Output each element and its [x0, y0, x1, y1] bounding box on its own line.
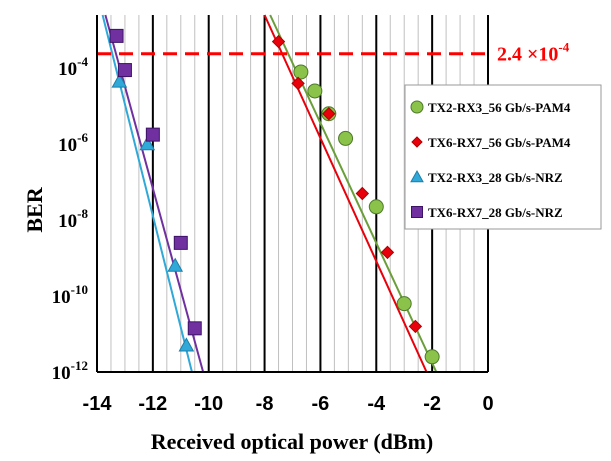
data-point-series-1: [396, 296, 412, 312]
data-point-series-2: [408, 319, 423, 334]
data-point-series-1: [338, 130, 354, 146]
data-point-series-1: [307, 83, 323, 99]
data-point-series-2: [322, 107, 336, 121]
data-point-series-1: [293, 64, 309, 80]
legend-marker-series-2: [411, 136, 423, 148]
legend-label-series-4: TX6-RX7_28 Gb/s-NRZ: [428, 205, 563, 220]
x-tick-label: 0: [482, 393, 493, 415]
threshold-label-exponent: -4: [558, 40, 569, 55]
y-tick-label: 10-12: [52, 358, 88, 384]
x-tick-label: -10: [194, 393, 223, 415]
threshold-label: 2.4 ×10-4: [497, 40, 570, 66]
data-point-series-3: [111, 73, 128, 88]
data-point-series-3: [167, 257, 184, 272]
x-tick-labels: -14 -12 -10 -8 -6 -4 -2 0: [83, 393, 494, 415]
x-tick-label: -4: [367, 393, 386, 415]
y-tick-label: 10-8: [58, 206, 88, 232]
legend-box: [404, 84, 602, 230]
x-tick-label: -8: [256, 393, 274, 415]
data-point-series-3: [178, 337, 195, 352]
data-point-series-2: [380, 245, 395, 260]
legend-marker-series-3: [410, 169, 424, 183]
data-point-series-4: [145, 127, 160, 142]
data-point-series-4: [117, 63, 132, 78]
threshold-label-mantissa: 2.4 ×10: [497, 44, 558, 66]
legend-label-series-2: TX6-RX7_56 Gb/s-PAM4: [428, 135, 571, 150]
x-tick-label: -6: [312, 393, 330, 415]
y-tick-labels: 10-12 10-10 10-8 10-6 10-4: [52, 54, 89, 384]
data-points: [109, 28, 440, 365]
data-point-series-1: [424, 349, 440, 365]
data-point-series-2: [271, 34, 286, 49]
legend-label-series-1: TX2-RX3_56 Gb/s-PAM4: [428, 100, 571, 115]
legend-marker-series-4: [411, 206, 423, 218]
data-point-series-1: [368, 199, 384, 215]
y-tick-label: 10-4: [58, 54, 88, 80]
legend-marker-series-1: [410, 100, 424, 114]
x-tick-label: -14: [83, 393, 113, 415]
y-tick-label: 10-10: [52, 282, 88, 308]
legend-label-series-3: TX2-RX3_28 Gb/s-NRZ: [428, 170, 563, 185]
data-point-series-2: [291, 76, 305, 91]
fit-line-series-2: [263, 14, 428, 373]
y-axis-label: BER: [22, 186, 47, 232]
x-tick-label: -12: [138, 393, 167, 415]
fit-line-series-3: [101, 14, 193, 373]
data-point-series-4: [173, 235, 188, 250]
x-tick-label: -2: [423, 393, 441, 415]
data-point-series-3: [139, 136, 156, 151]
data-point-series-4: [187, 321, 202, 336]
y-tick-label: 10-6: [58, 130, 88, 156]
legend: TX2-RX3_56 Gb/s-PAM4 TX6-RX7_56 Gb/s-PAM4…: [404, 84, 602, 230]
data-point-series-4: [109, 28, 124, 43]
x-axis-label: Received optical power (dBm): [151, 429, 434, 454]
data-point-series-2: [355, 186, 370, 201]
